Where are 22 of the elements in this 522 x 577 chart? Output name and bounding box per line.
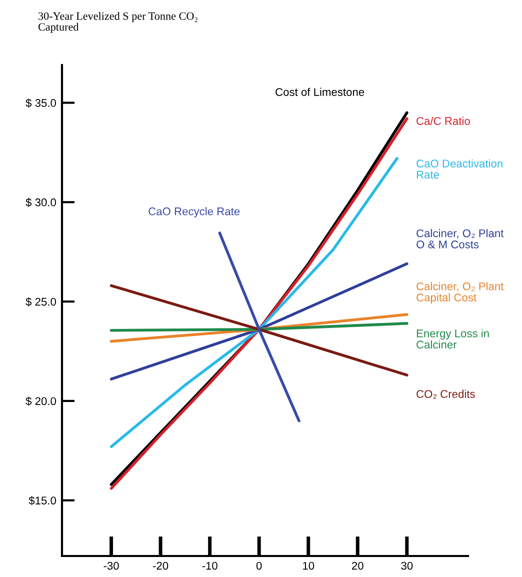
y-tick-label: $ 20.0	[26, 396, 56, 406]
series-label: Calciner, O₂ Plant Capital Cost	[416, 282, 504, 304]
x-tick-label: 10	[303, 562, 314, 570]
x-tick-label: -30	[104, 562, 119, 570]
text: CaO Recycle Rate	[148, 207, 240, 218]
series-label: CO₂ Credits	[416, 390, 475, 399]
y-tick-label: $15.0	[28, 496, 56, 506]
x-tick-label: 30	[401, 562, 413, 570]
line-series	[110, 157, 398, 448]
series-label: Ca/C Ratio	[416, 116, 470, 125]
x-tick-label: -20	[153, 562, 168, 570]
series-label: CaO Deactivation Rate	[416, 159, 502, 179]
y-tick-label: $ 30.0	[26, 198, 56, 207]
text: Cost of Limestone	[276, 88, 364, 96]
x-tick-label: 0	[256, 562, 262, 570]
series-label: Calciner, O₂ Plant O & M Costs	[416, 229, 504, 248]
y-tick-label: $ 35.0	[26, 98, 56, 108]
series-label: Energy Loss in Calciner	[416, 329, 489, 349]
x-tick-label: 20	[352, 562, 364, 570]
x-tick-label: -10	[202, 562, 218, 570]
y-axis-title: 30-Year Levelized S per Tonne CO₂ Captured	[38, 12, 198, 33]
y-tick-label: $ 25.0	[26, 297, 56, 306]
